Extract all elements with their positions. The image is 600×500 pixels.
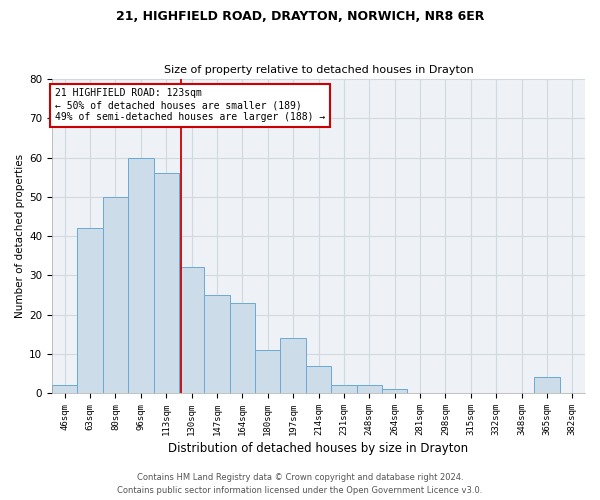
Title: Size of property relative to detached houses in Drayton: Size of property relative to detached ho… (164, 66, 473, 76)
Bar (534, 378, 560, 393)
Text: Contains HM Land Registry data © Crown copyright and database right 2024.
Contai: Contains HM Land Registry data © Crown c… (118, 474, 482, 495)
Text: 21 HIGHFIELD ROAD: 123sqm
← 50% of detached houses are smaller (189)
49% of semi: 21 HIGHFIELD ROAD: 123sqm ← 50% of detac… (55, 88, 325, 122)
Bar (77, 228, 103, 393)
Text: 21, HIGHFIELD ROAD, DRAYTON, NORWICH, NR8 6ER: 21, HIGHFIELD ROAD, DRAYTON, NORWICH, NR… (116, 10, 484, 23)
Bar (280, 338, 306, 393)
X-axis label: Distribution of detached houses by size in Drayton: Distribution of detached houses by size … (169, 442, 469, 455)
Bar (204, 295, 230, 393)
Bar (331, 385, 356, 393)
Bar (128, 158, 154, 393)
Y-axis label: Number of detached properties: Number of detached properties (15, 154, 25, 318)
Bar (52, 385, 77, 393)
Bar (306, 366, 331, 393)
Bar (154, 174, 179, 393)
Bar (255, 350, 280, 393)
Bar (230, 303, 255, 393)
Bar (382, 389, 407, 393)
Bar (103, 197, 128, 393)
Bar (179, 268, 204, 393)
Bar (356, 385, 382, 393)
